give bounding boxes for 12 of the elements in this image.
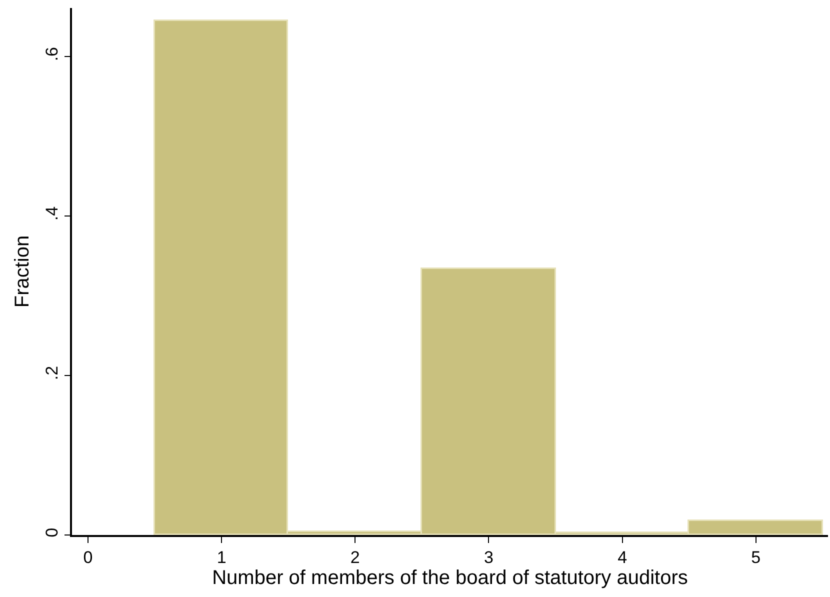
x-tick-label: 2 — [350, 548, 360, 568]
x-tick-label: 4 — [618, 548, 628, 568]
y-axis-title: Fraction — [11, 235, 34, 308]
x-tick-label: 3 — [484, 548, 494, 568]
x-tick-label: 5 — [751, 548, 761, 568]
x-tick-label: 1 — [216, 548, 226, 568]
y-tick-label: .2 — [42, 366, 62, 380]
y-tick-label: .4 — [42, 206, 62, 221]
y-tick-label: 0 — [42, 528, 62, 538]
x-axis-title: Number of members of the board of statutory auditors — [212, 567, 688, 590]
x-tick-label: 0 — [83, 548, 93, 568]
y-tick-label: .6 — [42, 46, 62, 62]
